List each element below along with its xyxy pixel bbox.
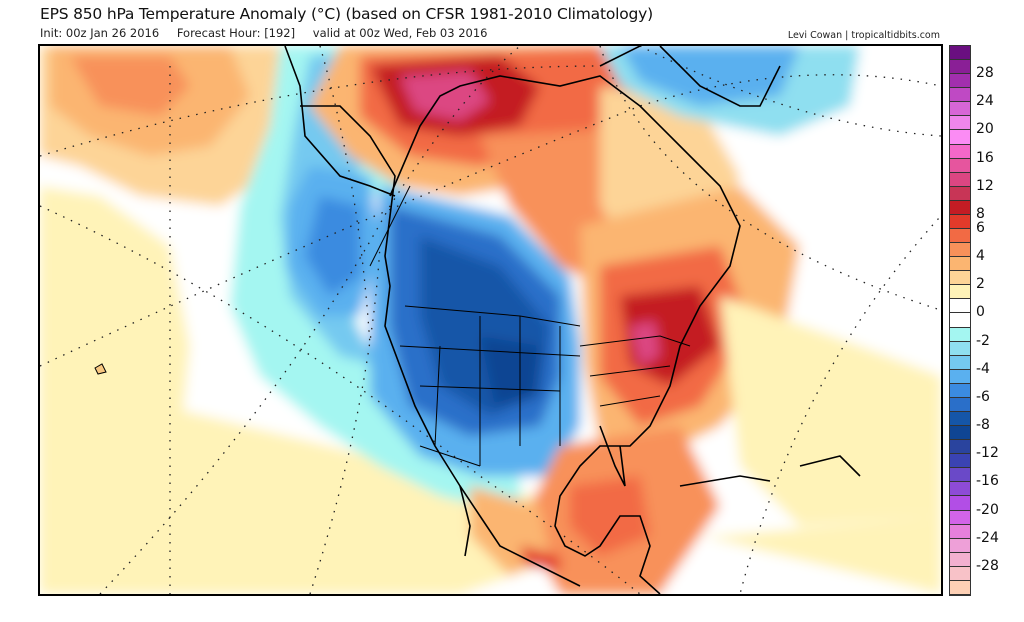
- colorbar-tick-label: 16: [976, 149, 994, 166]
- anomaly-map: [38, 44, 943, 596]
- colorbar-bin: [950, 74, 970, 89]
- map-subtitle: Init: 00z Jan 26 2016 Forecast Hour: [19…: [40, 26, 501, 40]
- colorbar-tick-label: -24: [976, 529, 999, 546]
- colorbar-tick-label: 8: [976, 205, 985, 222]
- colorbar-tick-label: -6: [976, 388, 990, 405]
- colorbar-bin: [950, 426, 970, 441]
- colorbar-bin: [950, 524, 970, 539]
- colorbar-tick-label: 6: [976, 220, 985, 236]
- colorbar-tick-label: -4: [976, 360, 990, 377]
- hawaii: [94, 363, 107, 375]
- colorbar-tick-label: 28: [976, 65, 994, 82]
- colorbar-bin: [950, 257, 970, 272]
- colorbar: [949, 45, 971, 596]
- colorbar-bin: [950, 552, 970, 567]
- colorbar-tick-label: 20: [976, 121, 994, 138]
- colorbar-bin: [950, 130, 970, 145]
- colorbar-tick-label: 24: [976, 93, 994, 110]
- colorbar-bin: [950, 285, 970, 300]
- colorbar-bin: [950, 482, 970, 497]
- colorbar-bin: [950, 397, 970, 412]
- colorbar-bin: [950, 580, 970, 595]
- colorbar-tick-label: -28: [976, 557, 999, 574]
- colorbar-bin: [950, 60, 970, 75]
- colorbar-tick-label: 12: [976, 177, 994, 194]
- colorbar-bin: [950, 102, 970, 117]
- coastlines: [284, 46, 861, 594]
- colorbar-tick-label: -20: [976, 501, 999, 518]
- map-canvas: [40, 46, 941, 594]
- valid-time: valid at 00z Wed, Feb 03 2016: [312, 26, 488, 40]
- colorbar-bin: [950, 214, 970, 229]
- political-borders: [369, 185, 691, 467]
- colorbar-tick-label: -8: [976, 417, 990, 434]
- colorbar-bin: [950, 229, 970, 244]
- colorbar-tick-label: -2: [976, 332, 990, 349]
- colorbar-bin: [950, 496, 970, 511]
- colorbar-tick-label: -16: [976, 473, 999, 490]
- colorbar-tick-label: 0: [976, 304, 985, 321]
- colorbar-bin: [950, 172, 970, 187]
- init-time: Init: 00z Jan 26 2016: [40, 26, 160, 40]
- colorbar-bin: [950, 468, 970, 483]
- colorbar-tick-label: 2: [976, 276, 985, 293]
- colorbar-bin: [950, 538, 970, 553]
- colorbar-bin: [950, 243, 970, 258]
- colorbar-bin: [950, 271, 970, 286]
- anomaly-fill: [40, 46, 941, 594]
- colorbar-tick-label: -12: [976, 445, 999, 462]
- colorbar-bin: [950, 341, 970, 356]
- colorbar-bin: [950, 327, 970, 342]
- colorbar-bin: [950, 313, 970, 328]
- colorbar-bin: [950, 412, 970, 427]
- colorbar-bin: [950, 200, 970, 215]
- colorbar-bin: [950, 299, 970, 314]
- colorbar-bin: [950, 566, 970, 581]
- colorbar-bin: [950, 186, 970, 201]
- colorbar-bin: [950, 355, 970, 370]
- map-title: EPS 850 hPa Temperature Anomaly (°C) (ba…: [40, 5, 653, 23]
- graticule: [40, 46, 941, 594]
- credit: Levi Cowan | tropicaltidbits.com: [787, 30, 940, 41]
- colorbar-bin: [950, 144, 970, 159]
- colorbar-bin: [950, 88, 970, 103]
- forecast-hour: Forecast Hour: [192]: [176, 26, 296, 40]
- colorbar-bin: [950, 454, 970, 469]
- colorbar-bin: [950, 116, 970, 131]
- colorbar-tick-label: 4: [976, 248, 985, 265]
- colorbar-bin: [950, 383, 970, 398]
- colorbar-bin: [950, 158, 970, 173]
- colorbar-bin: [950, 510, 970, 525]
- colorbar-bin: [950, 440, 970, 455]
- colorbar-bin: [950, 369, 970, 384]
- colorbar-bin: [950, 46, 970, 61]
